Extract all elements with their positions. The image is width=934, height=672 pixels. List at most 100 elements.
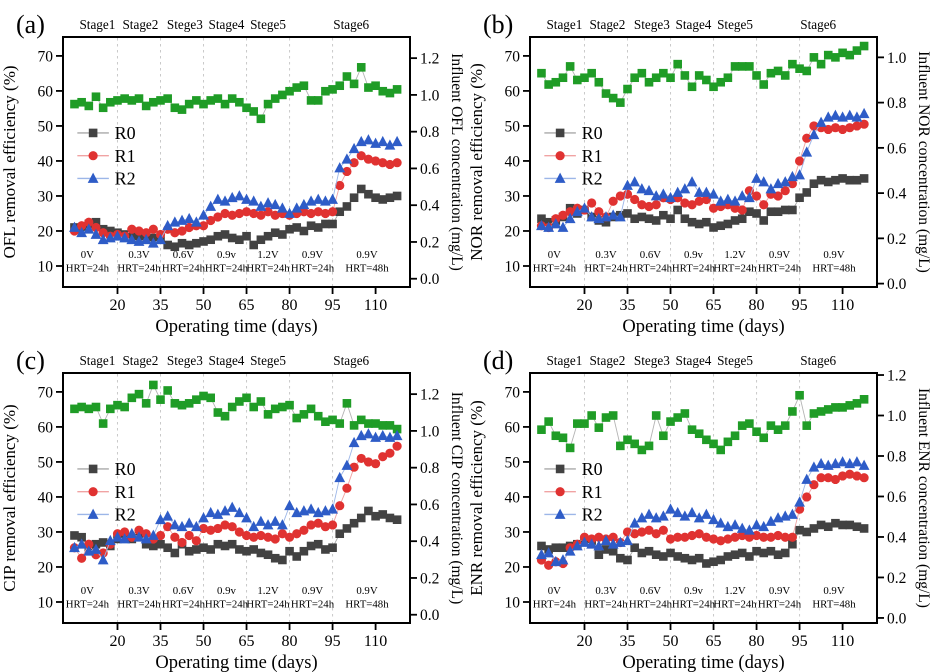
- svg-text:10: 10: [505, 594, 521, 611]
- voltage-label: 0.6V: [173, 585, 194, 597]
- svg-text:50: 50: [663, 297, 679, 314]
- hrt-label: HRT=24h: [291, 599, 335, 611]
- svg-text:80: 80: [749, 297, 765, 314]
- chart-panel-a: 20 35 50 65 80 95 110 Operating time (days) 10 20…: [0, 10, 465, 336]
- series-R1-CIP: [69, 441, 402, 563]
- stage-label: Stage2: [122, 17, 158, 32]
- svg-text:95: 95: [792, 297, 808, 314]
- voltage-label: 0V: [81, 585, 94, 597]
- x-axis-title: Operating time (days): [622, 653, 784, 672]
- legend: R0 R1 R2: [77, 123, 136, 189]
- hrt-label: HRT=24h: [672, 263, 716, 275]
- svg-text:1.0: 1.0: [420, 423, 440, 440]
- legend-label-R1: R1: [115, 482, 136, 502]
- plot-border: [529, 36, 878, 288]
- legend-label-R1: R1: [582, 482, 603, 502]
- legend-label-R1: R1: [115, 146, 136, 166]
- svg-text:80: 80: [749, 633, 765, 650]
- svg-text:1.0: 1.0: [420, 87, 440, 104]
- svg-text:35: 35: [153, 633, 169, 650]
- y-right-axis: 0.0 0.2 0.4 0.6 0.8 1.0 1.2 Influent OFL concen…: [410, 51, 465, 288]
- hrt-label: HRT=24h: [205, 599, 249, 611]
- stage-label: Stege3: [634, 353, 670, 368]
- y-left-axis-title: CIP removal efficiency (%): [0, 404, 19, 591]
- svg-text:70: 70: [38, 48, 54, 65]
- stage-label: Stage2: [589, 17, 625, 32]
- svg-text:20: 20: [505, 223, 521, 240]
- hrt-label: HRT=24h: [758, 263, 802, 275]
- voltage-label: 1.2V: [724, 585, 745, 597]
- svg-text:50: 50: [196, 297, 212, 314]
- hrt-label: HRT=48h: [345, 263, 389, 275]
- legend-label-R0: R0: [582, 459, 603, 479]
- svg-text:20: 20: [576, 633, 592, 650]
- svg-text:10: 10: [38, 258, 54, 275]
- series-R0-ENR: [537, 518, 869, 568]
- hrt-label: HRT=24h: [246, 599, 290, 611]
- stage-labels: Stage1 Stage2 Stege3 Stage4 Stege5 Stage6: [546, 17, 836, 32]
- hrt-label: HRT=24h: [758, 599, 802, 611]
- series-influent-CIP: [70, 380, 402, 434]
- voltage-label: 0.6V: [640, 249, 661, 261]
- series-R2-OFL: [69, 134, 403, 248]
- condition-annotations: 0V HRT=24h 0.3V HRT=24h 0.6V HRT=24h 0.9v HRT=2…: [66, 249, 389, 275]
- hrt-label: HRT=24h: [533, 263, 577, 275]
- voltage-label: 0.9V: [356, 249, 377, 261]
- stage-labels: Stage1 Stage2 Stege3 Stage4 Stege5 Stage6: [79, 353, 369, 368]
- x-axis-title: Operating time (days): [622, 317, 784, 336]
- voltage-label: 0.6V: [640, 585, 661, 597]
- hrt-label: HRT=24h: [117, 263, 161, 275]
- hrt-label: HRT=24h: [205, 263, 249, 275]
- y-right-axis-title: Influent OFL concentration (mg/L): [448, 53, 465, 271]
- condition-annotations: 0V HRT=24h 0.3V HRT=24h 0.6V HRT=24h 0.9v HRT=2…: [66, 585, 389, 611]
- voltage-label: 0.9v: [684, 585, 703, 597]
- y-left-axis: 10 20 30 40 50 60 70 ENR removal efficiency (%): [467, 384, 530, 611]
- hrt-label: HRT=24h: [66, 599, 110, 611]
- stage-label: Stage1: [79, 17, 115, 32]
- legend-label-R2: R2: [115, 169, 136, 189]
- svg-text:40: 40: [505, 153, 521, 170]
- stage-label: Stage4: [676, 17, 712, 32]
- voltage-label: 0.6V: [173, 249, 194, 261]
- svg-text:0.4: 0.4: [887, 529, 907, 546]
- y-right-axis-title: Influent ENR concentration (mg/L): [915, 388, 932, 608]
- svg-text:0.8: 0.8: [887, 448, 907, 465]
- svg-text:10: 10: [38, 594, 54, 611]
- hrt-label: HRT=24h: [713, 599, 757, 611]
- x-axis: 20 35 50 65 80 95 110 Operating time (days): [109, 287, 387, 336]
- svg-text:1.2: 1.2: [420, 51, 439, 68]
- y-left-axis: 10 20 30 40 50 60 70 OFL removal efficiency (%): [0, 48, 63, 275]
- voltage-label: 0.9V: [823, 249, 844, 261]
- series-R2-CIP: [69, 428, 403, 565]
- x-axis: 20 35 50 65 80 95 110 Operating time (days): [109, 623, 387, 672]
- svg-text:0.0: 0.0: [420, 607, 440, 624]
- svg-text:0.6: 0.6: [887, 140, 907, 157]
- hrt-label: HRT=24h: [672, 599, 716, 611]
- voltage-label: 0V: [548, 585, 561, 597]
- svg-text:30: 30: [38, 188, 54, 205]
- hrt-label: HRT=48h: [345, 599, 389, 611]
- svg-text:1.2: 1.2: [420, 387, 439, 404]
- svg-text:30: 30: [505, 524, 521, 541]
- legend: R0 R1 R2: [544, 123, 603, 189]
- voltage-label: 0.9v: [217, 585, 236, 597]
- y-left-axis-title: OFL removal efficiency (%): [0, 65, 19, 258]
- svg-text:70: 70: [505, 48, 521, 65]
- svg-text:20: 20: [109, 297, 125, 314]
- stage-label: Stege3: [167, 17, 203, 32]
- svg-text:0.0: 0.0: [420, 271, 440, 288]
- series-R2-ENR: [536, 456, 870, 567]
- svg-text:95: 95: [792, 633, 808, 650]
- svg-text:10: 10: [505, 258, 521, 275]
- svg-text:0.4: 0.4: [887, 186, 907, 203]
- svg-text:0.2: 0.2: [887, 231, 906, 248]
- svg-text:0.8: 0.8: [420, 460, 440, 477]
- stage-label: Stege5: [250, 353, 286, 368]
- svg-text:60: 60: [38, 83, 54, 100]
- voltage-label: 1.2V: [257, 585, 278, 597]
- voltage-label: 0.9V: [302, 585, 323, 597]
- voltage-label: 0.9v: [217, 249, 236, 261]
- y-left-axis: 10 20 30 40 50 60 70 CIP removal efficiency (%): [0, 384, 63, 611]
- series-influent-NOR: [537, 41, 869, 107]
- hrt-label: HRT=24h: [584, 263, 628, 275]
